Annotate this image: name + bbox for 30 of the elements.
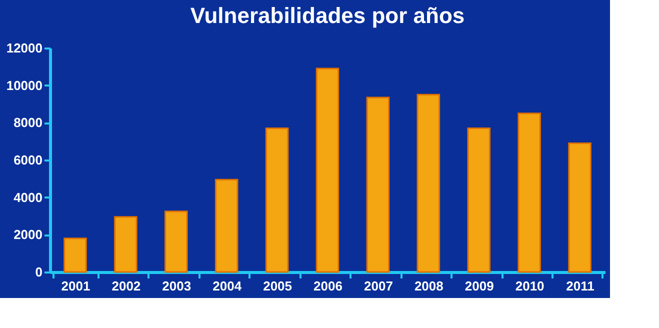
x-tick-label: 2008 [414, 278, 444, 294]
y-tick-label: 6000 [14, 152, 42, 168]
bar [467, 128, 491, 273]
x-tick-label: 2005 [263, 278, 292, 294]
x-tick-label: 2010 [515, 278, 544, 294]
x-tick-label: 2007 [364, 278, 393, 294]
x-tick-label: 2009 [464, 278, 494, 294]
x-tick-label: 2002 [112, 278, 141, 294]
bar [164, 210, 188, 273]
x-tick-label: 2001 [61, 278, 90, 294]
x-tick-label: 2011 [566, 278, 594, 294]
x-tick-label: 2006 [314, 278, 342, 294]
bar [64, 238, 87, 273]
bar [366, 96, 390, 273]
bar [416, 94, 440, 273]
bar [214, 178, 238, 273]
bar [114, 216, 138, 273]
x-tick-label: 2003 [162, 278, 192, 294]
y-tick-label: 12000 [6, 40, 42, 56]
y-tick-label: 2000 [14, 227, 42, 242]
y-tick-label: 10000 [6, 78, 42, 93]
bar [518, 112, 541, 273]
y-tick-label: 4000 [14, 190, 42, 205]
y-tick-label: 0 [35, 264, 42, 280]
chart-title: Vulnerabilidades por años [190, 3, 465, 28]
y-tick-label: 8000 [14, 115, 42, 130]
bar [316, 68, 340, 273]
x-tick-label: 2004 [212, 278, 242, 294]
bar [265, 128, 289, 273]
bar [568, 142, 592, 273]
